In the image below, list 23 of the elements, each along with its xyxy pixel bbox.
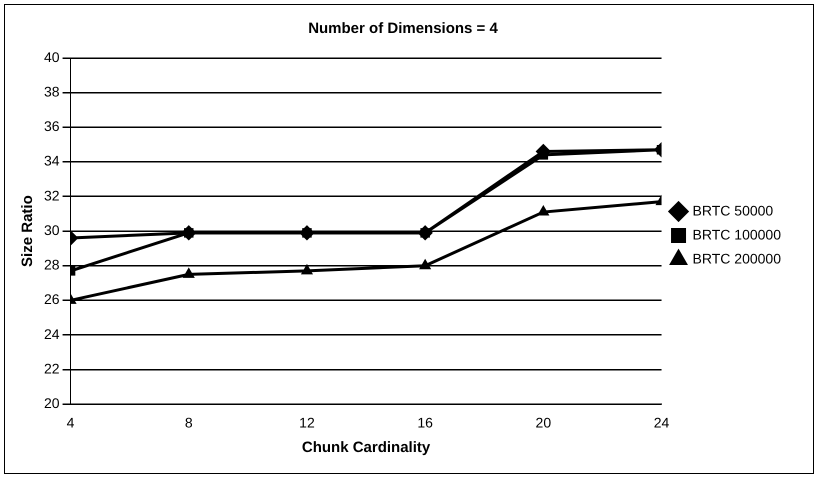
y-tick-label: 22 <box>44 360 60 376</box>
y-tick-label: 24 <box>44 326 60 342</box>
y-tick-label: 32 <box>44 187 60 204</box>
x-axis-title: Chunk Cardinality <box>302 439 431 456</box>
y-tick-label: 28 <box>44 256 60 273</box>
x-tick-label: 16 <box>417 414 434 430</box>
x-tick-label: 24 <box>654 414 670 430</box>
x-tick-label: 12 <box>299 414 315 430</box>
x-tick-label: 8 <box>184 414 193 430</box>
legend-label: BRTC 200000 <box>692 250 782 266</box>
y-tick-label: 30 <box>44 222 60 238</box>
y-tick-label: 38 <box>44 83 60 100</box>
x-tick-label: 4 <box>66 414 75 430</box>
y-tick-label: 34 <box>44 152 60 169</box>
y-tick-label: 26 <box>44 291 60 308</box>
x-tick-label: 20 <box>536 414 552 430</box>
legend-label: BRTC 100000 <box>692 226 782 242</box>
y-tick-label: 20 <box>44 395 60 412</box>
y-axis-title: Size Ratio <box>19 195 36 267</box>
chart-title: Number of Dimensions = 4 <box>308 20 498 38</box>
y-tick-label: 36 <box>44 118 60 134</box>
y-tick-label: 40 <box>44 48 60 65</box>
legend-label: BRTC 50000 <box>692 202 774 218</box>
